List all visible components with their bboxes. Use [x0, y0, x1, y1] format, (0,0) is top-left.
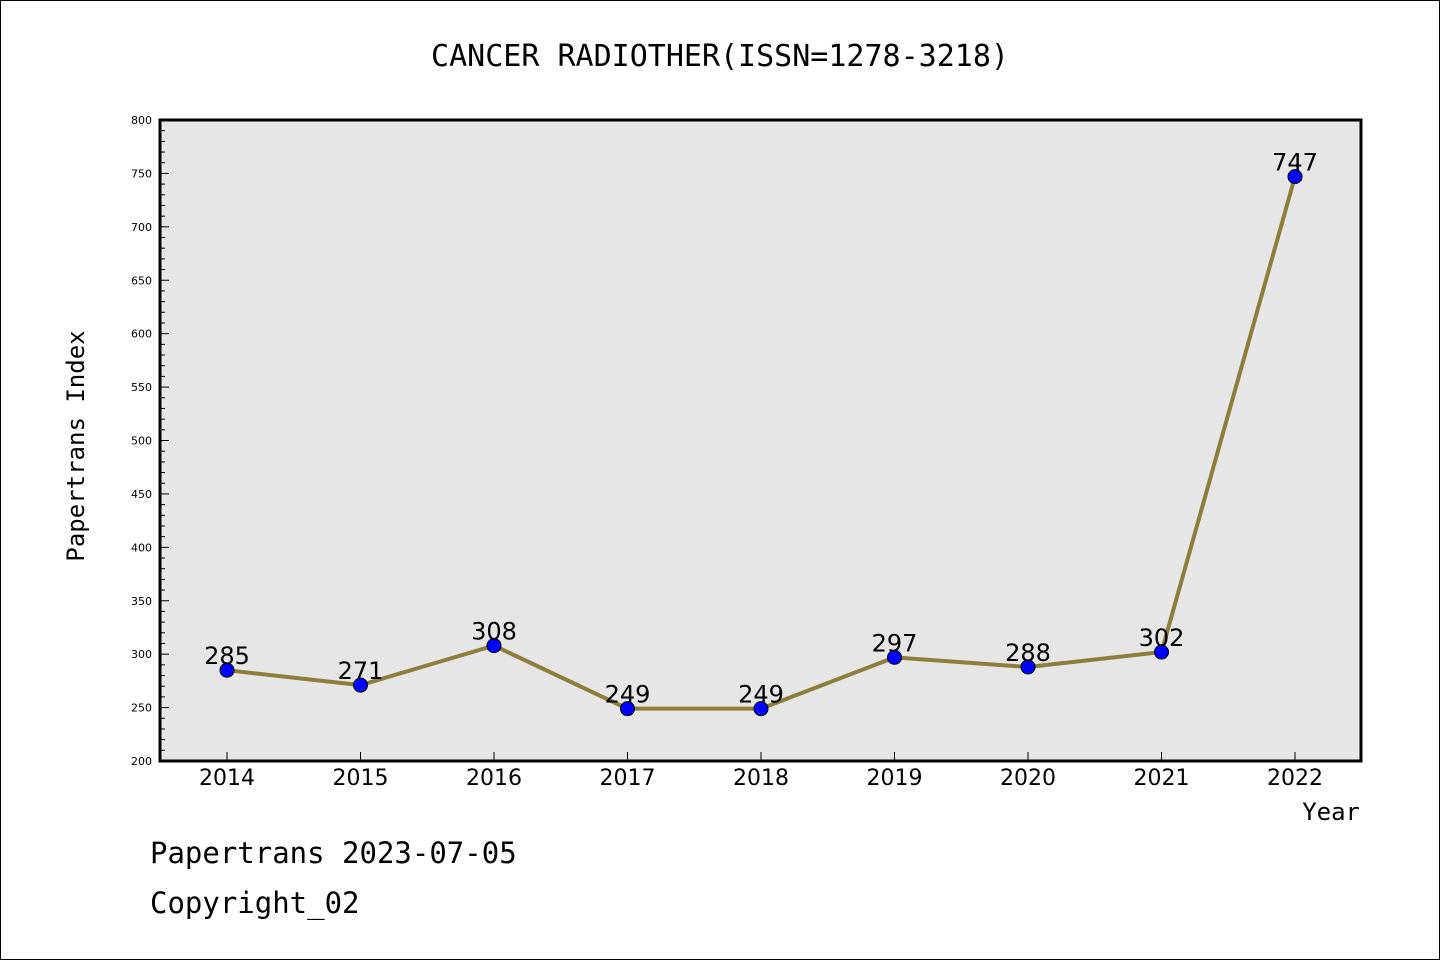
x-tick-label: 2015: [333, 766, 389, 791]
x-tick-label: 2016: [466, 766, 522, 791]
data-point: [887, 649, 902, 665]
data-label: 297: [872, 629, 918, 657]
y-tick-label: 750: [131, 167, 152, 180]
y-tick-label: 650: [131, 274, 152, 287]
x-axis: 2014 2015 2016 2017 2018 2019 2020 2021 2022: [199, 752, 1323, 791]
data-labels: 285 271 308 249 249 297 288 302 747: [204, 149, 1318, 709]
data-label: 747: [1272, 149, 1318, 177]
x-axis-title: Year: [1302, 798, 1360, 826]
y-tick-label: 550: [131, 381, 152, 394]
y-tick-label: 450: [131, 488, 152, 501]
x-tick-label: 2020: [1000, 766, 1056, 791]
y-tick-label: 500: [131, 435, 152, 448]
data-label: 249: [605, 681, 651, 709]
y-axis-title: Papertrans Index: [62, 330, 90, 561]
y-tick-label: 200: [131, 755, 152, 768]
x-tick-label: 2022: [1267, 766, 1323, 791]
x-tick-label: 2019: [867, 766, 923, 791]
y-tick-label: 250: [131, 702, 152, 715]
chart-title: CANCER RADIOTHER(ISSN=1278-3218): [431, 39, 1009, 74]
x-tick-label: 2017: [600, 766, 656, 791]
y-tick-label: 800: [131, 114, 152, 127]
y-tick-label: 350: [131, 595, 152, 608]
y-tick-label: 700: [131, 221, 152, 234]
y-tick-label: 600: [131, 328, 152, 341]
footer-date: Papertrans 2023-07-05: [150, 836, 517, 870]
data-point: [353, 677, 368, 693]
y-axis: 200 250 300 350 400 450 500 550 600 650 700 750 800: [131, 114, 169, 768]
data-label: 271: [338, 657, 384, 685]
data-label: 249: [738, 681, 784, 709]
footer-copyright: Copyright_02: [150, 886, 360, 920]
data-point: [620, 701, 635, 717]
series-line-group: [219, 169, 1303, 717]
data-point: [219, 662, 235, 678]
data-point: [1287, 169, 1303, 185]
x-tick-label: 2014: [199, 766, 255, 791]
data-point: [1154, 644, 1169, 660]
x-tick-label: 2018: [733, 766, 789, 791]
data-label: 308: [471, 618, 517, 646]
data-point: [1020, 659, 1036, 675]
x-tick-label: 2021: [1134, 766, 1190, 791]
data-point: [753, 701, 769, 717]
data-point: [486, 638, 502, 654]
y-tick-label: 300: [131, 648, 152, 661]
data-label: 302: [1139, 624, 1185, 652]
y-tick-label: 400: [131, 541, 152, 554]
data-label: 288: [1005, 639, 1051, 667]
data-label: 285: [204, 642, 250, 670]
